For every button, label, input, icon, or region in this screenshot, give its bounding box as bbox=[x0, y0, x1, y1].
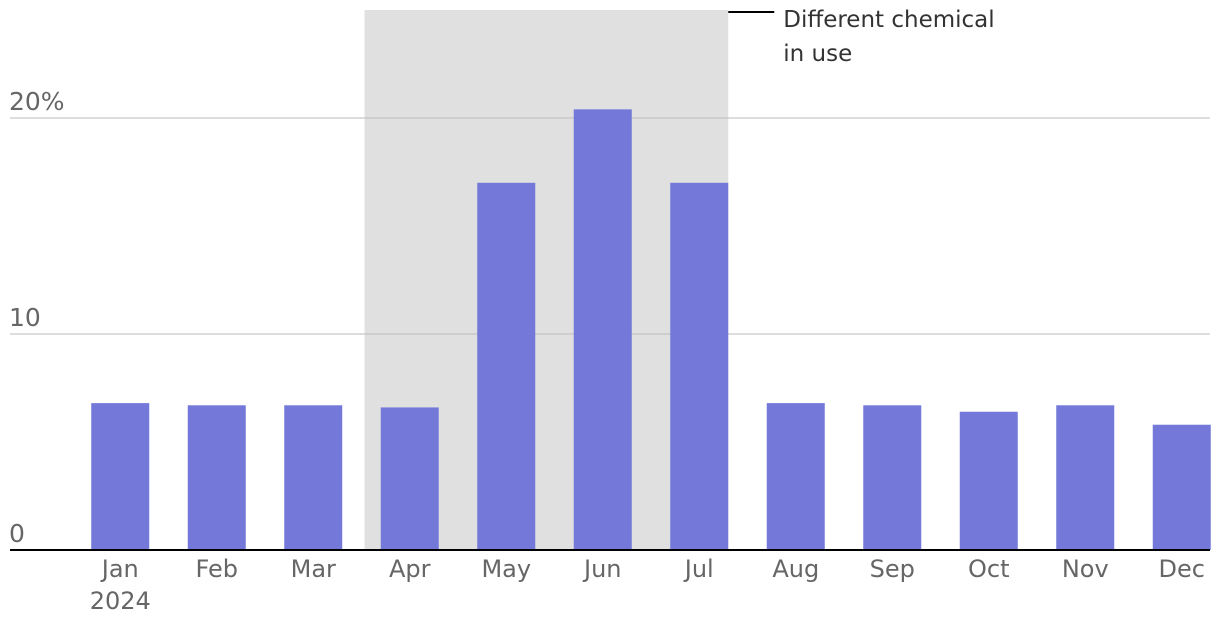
x-tick-label: Aug bbox=[772, 555, 819, 583]
x-year-label: 2024 bbox=[90, 587, 151, 615]
bar-may bbox=[477, 182, 536, 551]
bar-jul bbox=[670, 182, 729, 551]
bar-aug bbox=[766, 403, 825, 550]
x-tick-label: Nov bbox=[1062, 555, 1109, 583]
bar-feb bbox=[187, 405, 246, 550]
x-tick-label: Oct bbox=[968, 555, 1010, 583]
axis-layer: Jan Feb Mar Apr May Jun Jul Aug Sep Oct Nov Dec 2024 bbox=[10, 549, 1210, 615]
x-tick-label: Dec bbox=[1159, 555, 1205, 583]
bar-jun bbox=[573, 109, 632, 551]
bar-jan bbox=[91, 403, 150, 550]
bar-nov bbox=[1056, 405, 1115, 550]
x-tick-label: Jul bbox=[683, 555, 714, 583]
y-tick-label: 10 bbox=[9, 303, 41, 332]
bar-mar bbox=[284, 405, 343, 550]
x-tick-label: Jun bbox=[582, 555, 622, 583]
x-tick-label: Feb bbox=[196, 555, 239, 583]
x-tick-label: Jan bbox=[100, 555, 139, 583]
x-tick-label: Mar bbox=[291, 555, 336, 583]
bar-dec bbox=[1152, 424, 1211, 550]
bar-oct bbox=[959, 411, 1018, 550]
bar-apr bbox=[380, 407, 439, 550]
x-tick-label: May bbox=[481, 555, 531, 583]
bar-sep bbox=[863, 405, 922, 550]
annotation-label-line-1: Different chemical bbox=[783, 7, 994, 33]
y-tick-label: 20% bbox=[9, 87, 65, 116]
x-tick-label: Sep bbox=[870, 555, 915, 583]
y-tick-label: 0 bbox=[9, 519, 25, 548]
bar-layer bbox=[91, 109, 1211, 551]
annotation-label-line-2: in use bbox=[783, 41, 852, 67]
x-tick-label: Apr bbox=[389, 555, 431, 583]
annotation-layer: Different chemical in use bbox=[728, 7, 995, 67]
